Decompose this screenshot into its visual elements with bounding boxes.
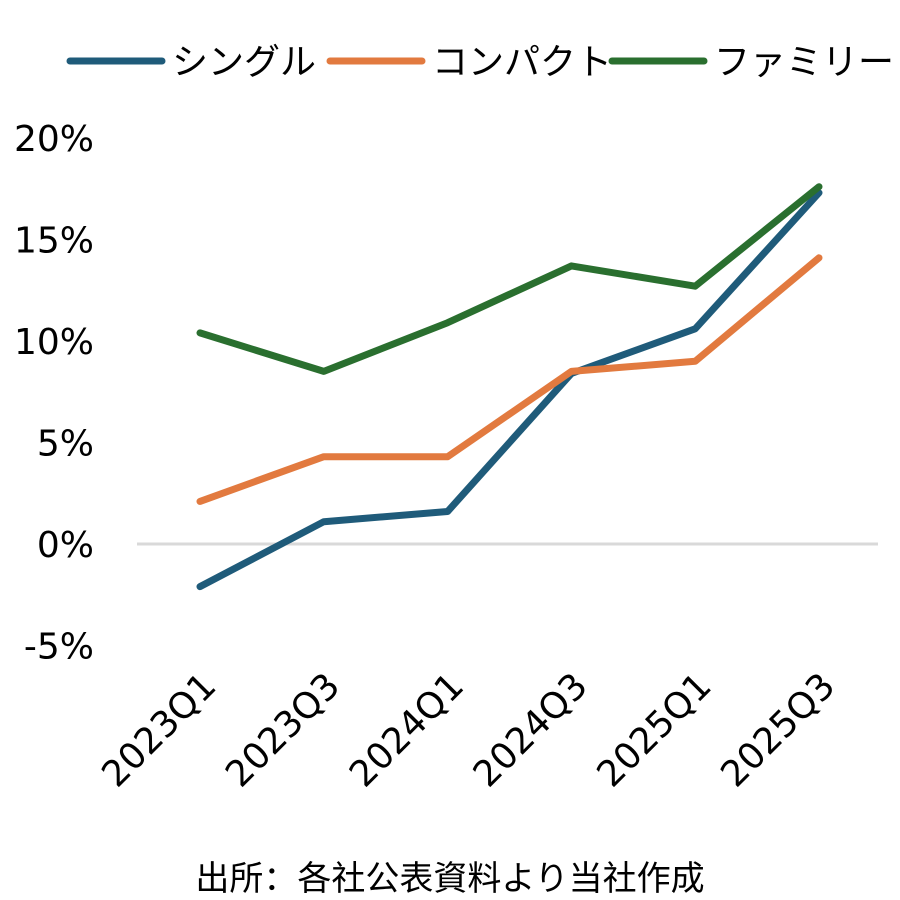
y-tick-label: 10%: [14, 322, 94, 363]
y-tick-label: 5%: [37, 424, 94, 465]
y-tick-label: -5%: [24, 627, 94, 668]
plot-area: [137, 183, 878, 591]
x-tick-label: 2023Q1: [94, 665, 224, 795]
series-line-2: [196, 183, 823, 375]
series-line-1: [196, 254, 823, 505]
series-line-0: [196, 189, 823, 591]
x-tick-label: 2023Q3: [218, 665, 348, 795]
y-tick-label: 0%: [37, 525, 94, 566]
x-tick-label: 2025Q3: [713, 665, 843, 795]
source-note: 出所：各社公表資料より当社作成: [195, 859, 704, 899]
y-tick-label: 20%: [14, 119, 94, 160]
x-tick-label: 2024Q1: [342, 665, 472, 795]
legend-label-2: ファミリー: [714, 42, 894, 83]
legend: シングル コンパクト ファミリー: [66, 42, 894, 83]
x-tick-label: 2024Q3: [466, 665, 596, 795]
legend-label-0: シングル: [172, 42, 316, 83]
y-axis: -5% 0% 5% 10% 15% 20%: [14, 119, 94, 668]
y-tick-label: 15%: [14, 221, 94, 262]
x-tick-label: 2025Q1: [590, 665, 720, 795]
legend-label-1: コンパクト: [432, 42, 612, 83]
